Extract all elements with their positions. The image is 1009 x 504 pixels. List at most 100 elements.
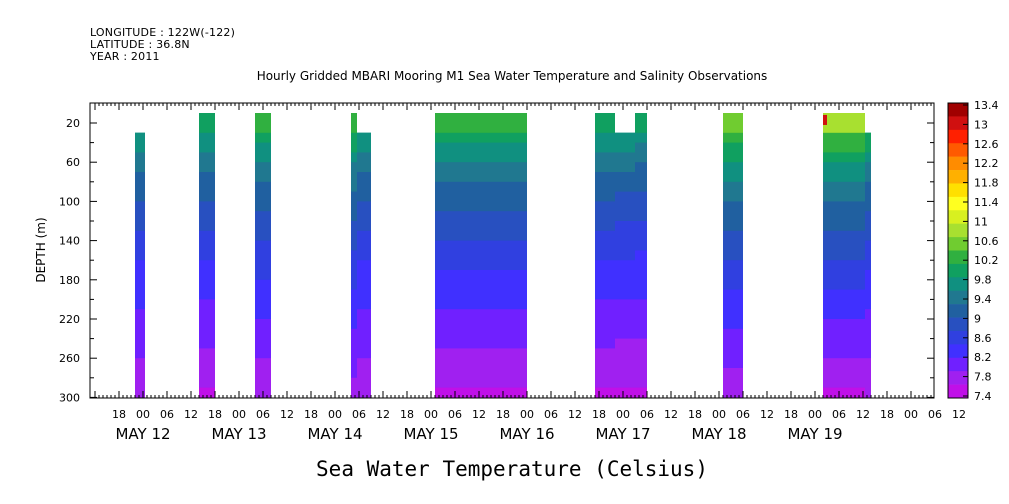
temperature-cell <box>723 211 743 222</box>
colorbar-swatch <box>948 156 968 171</box>
x-hour-tick-label: 06 <box>640 408 654 421</box>
temperature-cell <box>255 142 271 153</box>
data-column <box>199 113 215 398</box>
temperature-cell <box>635 289 647 300</box>
temperature-cell <box>255 172 271 183</box>
temperature-cell <box>199 162 215 173</box>
temperature-cell <box>595 240 615 251</box>
x-day-label: MAY 14 <box>307 425 362 443</box>
temperature-cell <box>823 172 865 183</box>
temperature-cell <box>595 172 615 183</box>
temperature-cell <box>615 260 635 271</box>
temperature-cell <box>865 270 871 281</box>
colorbar-label: 7.4 <box>974 390 992 403</box>
temperature-cell <box>255 319 271 330</box>
temperature-cell <box>865 348 871 359</box>
colorbar-swatch <box>948 304 968 318</box>
colorbar-label: 9.4 <box>974 293 992 306</box>
temperature-cell <box>435 132 527 144</box>
temperature-cell <box>595 338 615 349</box>
temperature-cell <box>615 162 635 173</box>
temperature-cell <box>823 348 865 359</box>
temperature-cell <box>595 270 615 281</box>
temperature-cell <box>865 368 871 379</box>
temperature-cell <box>255 328 271 340</box>
temperature-cell <box>615 309 635 320</box>
temperature-cell <box>199 142 215 153</box>
temperature-cell <box>351 289 357 300</box>
temperature-cell <box>135 172 145 183</box>
temperature-cell <box>823 299 865 310</box>
temperature-cell <box>255 113 271 134</box>
colorbar-label: 8.6 <box>974 332 992 345</box>
temperature-cell <box>823 162 865 173</box>
temperature-cell <box>635 338 647 349</box>
temperature-cell <box>357 240 371 251</box>
temperature-cell <box>199 309 215 320</box>
temperature-cell <box>615 289 635 300</box>
x-hour-tick-label: 12 <box>760 408 774 421</box>
temperature-cell <box>865 260 871 271</box>
temperature-cell <box>865 201 871 212</box>
temperature-cell <box>435 191 527 202</box>
temperature-cell <box>351 377 357 389</box>
y-tick-label: 20 <box>66 117 80 130</box>
colorbar-label: 9 <box>974 312 981 325</box>
temperature-cell <box>823 289 865 300</box>
temperature-cell <box>357 348 371 359</box>
data-column <box>135 132 145 398</box>
temperature-cell <box>135 358 145 369</box>
temperature-cell <box>723 309 743 320</box>
y-axis-label: DEPTH (m) <box>34 217 48 282</box>
temperature-cell <box>635 162 647 173</box>
temperature-cell <box>351 172 357 183</box>
temperature-cell <box>635 387 647 398</box>
temperature-cell <box>351 221 357 232</box>
plot-frame <box>89 102 935 399</box>
temperature-cell <box>723 368 743 379</box>
colorbar-swatch <box>948 196 968 211</box>
x-day-label: MAY 15 <box>403 425 458 443</box>
colorbar-swatch <box>948 103 968 117</box>
temperature-cell <box>595 279 615 291</box>
temperature-cell <box>435 348 527 359</box>
temperature-cell <box>255 250 271 261</box>
temperature-cell <box>823 132 865 144</box>
temperature-cell <box>435 377 527 389</box>
temperature-cell <box>635 201 647 212</box>
temperature-cell <box>635 181 647 193</box>
colorbar-label: 7.8 <box>974 371 992 384</box>
temperature-cell <box>357 328 371 340</box>
temperature-cell <box>135 377 145 389</box>
temperature-cell <box>723 142 743 153</box>
temperature-cell <box>199 368 215 379</box>
temperature-cell <box>823 240 865 251</box>
temperature-cell <box>635 132 647 144</box>
x-day-label: MAY 12 <box>115 425 170 443</box>
temperature-cell <box>635 279 647 291</box>
temperature-cell <box>351 142 357 153</box>
x-hour-tick-label: 00 <box>904 408 918 421</box>
x-hour-tick-label: 00 <box>808 408 822 421</box>
temperature-cell <box>635 319 647 330</box>
temperature-cell <box>199 201 215 212</box>
x-hour-tick-label: 18 <box>688 408 702 421</box>
colorbar-label: 9.8 <box>974 274 992 287</box>
temperature-cell <box>135 230 145 242</box>
x-hour-tick-label: 18 <box>112 408 126 421</box>
x-hour-tick-label: 18 <box>400 408 414 421</box>
colorbar-swatch <box>948 170 968 184</box>
temperature-cell <box>823 387 865 398</box>
temperature-cell <box>615 299 635 310</box>
temperature-cell <box>255 152 271 163</box>
temperature-cell <box>635 299 647 310</box>
temperature-cell <box>435 338 527 349</box>
colorbar-label: 13 <box>974 118 988 131</box>
y-tick-label: 100 <box>59 195 80 208</box>
temperature-cell <box>255 221 271 232</box>
colorbar-label: 10.2 <box>974 254 999 267</box>
colorbar-swatch <box>948 223 968 238</box>
temperature-cell <box>723 387 743 398</box>
temperature-cell <box>199 279 215 291</box>
temperature-cell <box>635 260 647 271</box>
